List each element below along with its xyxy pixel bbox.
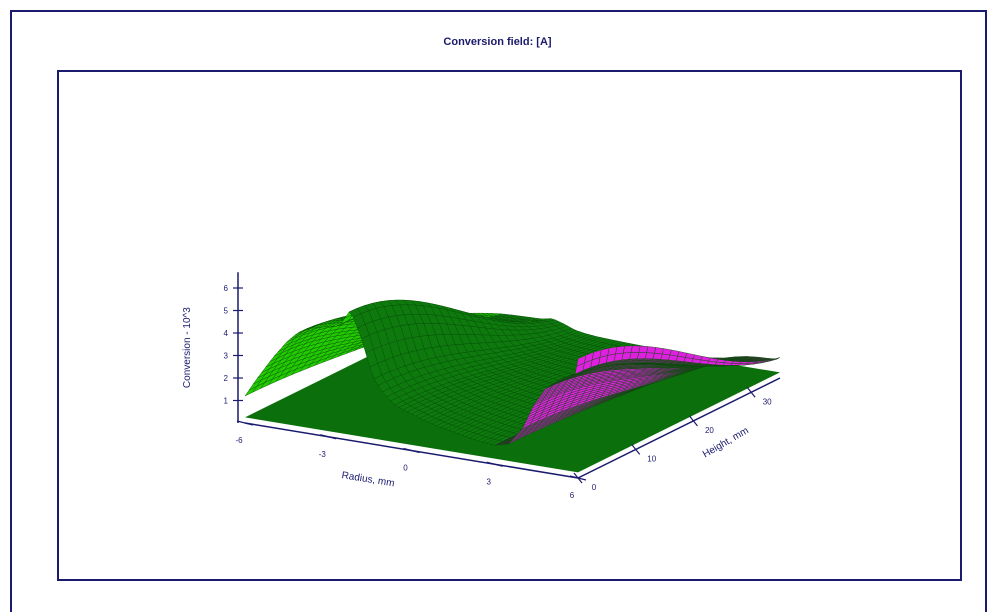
x-tick-mark bbox=[404, 449, 420, 453]
x-tick-mark bbox=[237, 421, 253, 425]
x-tick-mark bbox=[320, 435, 336, 439]
x-axis-label: Radius, mm bbox=[341, 470, 395, 489]
z-tick-label: 2 bbox=[224, 374, 229, 383]
y-tick-mark bbox=[632, 444, 640, 454]
z-tick-label: 6 bbox=[224, 284, 229, 293]
x-tick-mark bbox=[487, 462, 503, 466]
y-tick-mark bbox=[747, 387, 755, 397]
z-tick-label: 5 bbox=[224, 307, 229, 316]
x-tick-label: 0 bbox=[403, 464, 408, 473]
surface-cell-series-1 bbox=[670, 350, 679, 356]
x-tick-label: 6 bbox=[570, 491, 575, 500]
y-tick-label: 10 bbox=[647, 454, 656, 463]
y-tick-label: 20 bbox=[705, 426, 714, 435]
z-tick-label: 3 bbox=[224, 352, 229, 361]
y-tick-mark bbox=[689, 416, 697, 426]
z-tick-label: 4 bbox=[224, 329, 229, 338]
surface-cell-series-1 bbox=[678, 351, 687, 357]
z-axis-label: Conversion - 10^3 bbox=[182, 307, 193, 388]
x-tick-label: 3 bbox=[487, 477, 492, 486]
surface-cell-series-1 bbox=[653, 353, 662, 359]
surface-cell-series-1 bbox=[662, 349, 671, 355]
surface-cell-series-1 bbox=[647, 347, 656, 354]
y-tick-label: 30 bbox=[763, 397, 772, 406]
surface-layer bbox=[245, 300, 780, 472]
surface-cell-series-1 bbox=[654, 347, 663, 354]
y-tick-label: 0 bbox=[592, 483, 597, 492]
x-tick-label: -6 bbox=[235, 436, 243, 445]
z-tick-label: 1 bbox=[224, 397, 229, 406]
x-tick-label: -3 bbox=[319, 450, 327, 459]
